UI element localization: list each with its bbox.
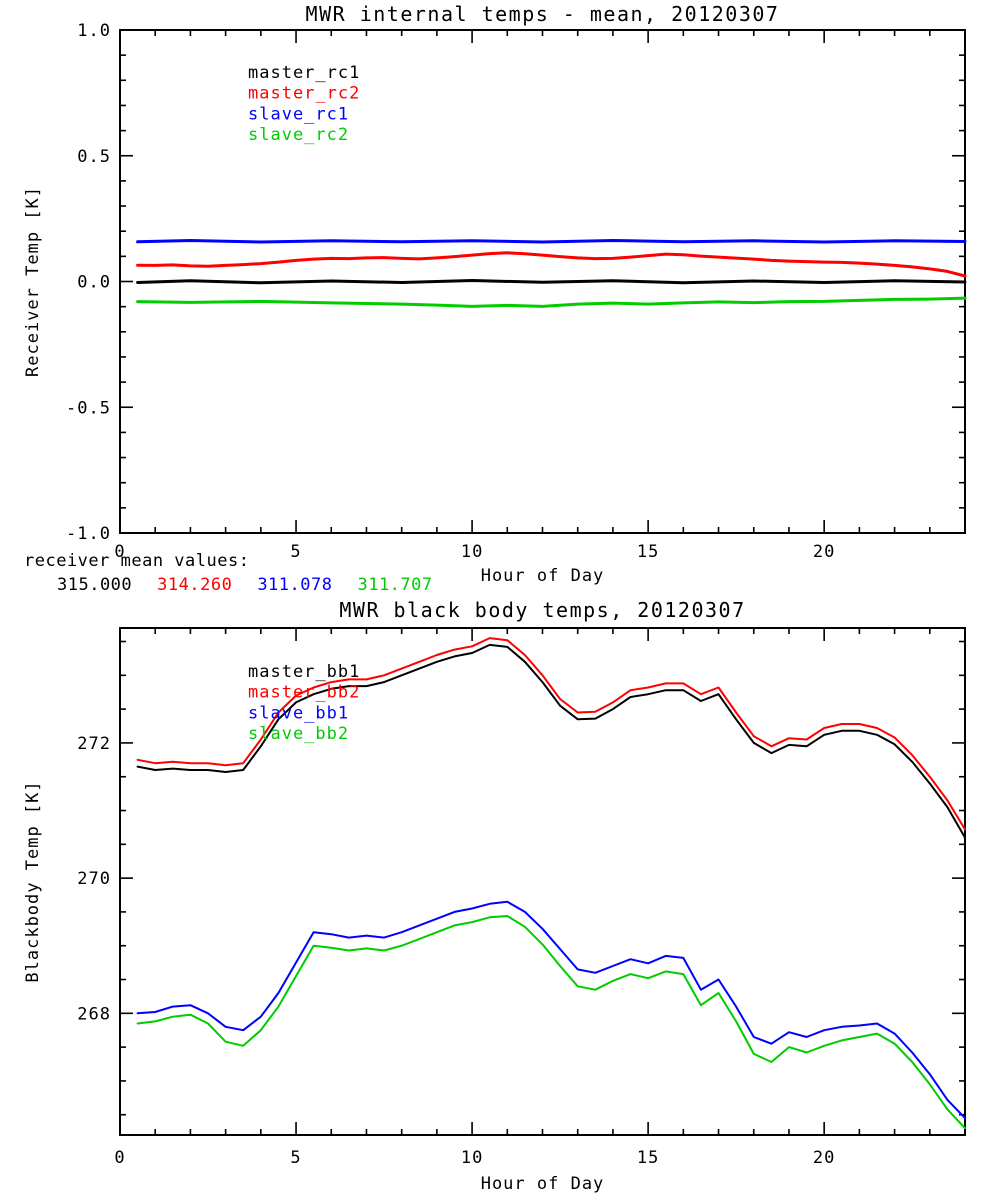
x-tick-label: 5 xyxy=(290,1148,301,1168)
legend-slave_rc2: slave_rc2 xyxy=(248,125,349,145)
chart-blackbody-temps: 0 5 10 15 20 268 270 272 MWR black body temps, 2… xyxy=(0,600,1000,1200)
internal-temps-svg: 0 5 10 15 20 -1.0 -0.5 0.0 0.5 1.0 MWR internal te… xyxy=(23,2,967,586)
x-axis-label: Hour of Day xyxy=(481,566,605,586)
chart-title: MWR internal temps - mean, 20120307 xyxy=(306,2,780,26)
series-master_rc1 xyxy=(136,279,967,285)
series-slave_bb1 xyxy=(136,900,966,1120)
blackbody-temps-svg: 0 5 10 15 20 268 270 272 MWR black body temps, 2… xyxy=(23,600,966,1194)
y-tick-label: 0.5 xyxy=(77,147,111,167)
series-master_rc2 xyxy=(136,251,967,278)
y-tick-label: 0.0 xyxy=(77,273,111,293)
legend-master_rc2: master_rc2 xyxy=(248,84,360,104)
y-tick-label: -0.5 xyxy=(66,398,111,418)
chart-title: MWR black body temps, 20120307 xyxy=(339,600,745,622)
legend-slave_bb1: slave_bb1 xyxy=(248,703,349,723)
legend-slave_bb2: slave_bb2 xyxy=(248,724,349,744)
legend-master_rc1: master_rc1 xyxy=(248,63,360,83)
series-slave_bb2 xyxy=(136,915,966,1130)
chart-internal-temps: 0 5 10 15 20 -1.0 -0.5 0.0 0.5 1.0 MWR internal te… xyxy=(23,2,967,586)
x-tick-label: 15 xyxy=(637,542,659,562)
y-tick-label: 272 xyxy=(77,734,111,754)
x-tick-label: 20 xyxy=(813,542,835,562)
y-axis-label: Receiver Temp [K] xyxy=(23,186,43,377)
x-tick-label: 0 xyxy=(114,1148,125,1168)
legend-slave_rc1: slave_rc1 xyxy=(248,104,349,124)
x-tick-label: 5 xyxy=(290,542,301,562)
x-axis-label: Hour of Day xyxy=(481,1174,605,1194)
x-tick-label: 20 xyxy=(813,1148,835,1168)
legend-master_bb2: master_bb2 xyxy=(248,683,360,703)
y-tick-label: -1.0 xyxy=(66,524,111,544)
y-tick-label: 270 xyxy=(77,869,111,889)
plot-frame xyxy=(119,627,966,1136)
series-master_bb1 xyxy=(136,643,966,839)
y-tick-label: 1.0 xyxy=(77,21,111,41)
x-tick-label: 0 xyxy=(114,542,125,562)
y-axis-label: Blackbody Temp [K] xyxy=(23,780,43,982)
y-tick-label: 268 xyxy=(77,1004,111,1024)
series-slave_rc1 xyxy=(136,239,967,244)
x-tick-label: 10 xyxy=(461,1148,483,1168)
x-tick-label: 15 xyxy=(637,1148,659,1168)
legend-master_bb1: master_bb1 xyxy=(248,662,360,682)
series-master_bb2 xyxy=(136,637,966,831)
series-slave_rc2 xyxy=(136,296,967,308)
x-tick-label: 10 xyxy=(461,542,483,562)
